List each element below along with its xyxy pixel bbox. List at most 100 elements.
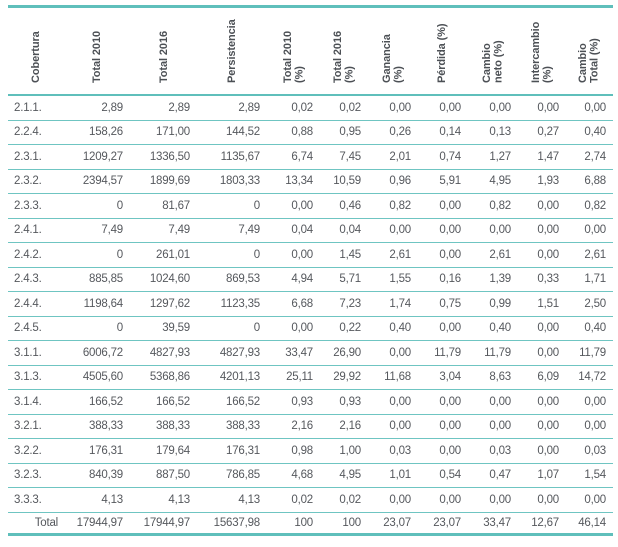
cell-cobertura-id: 3.1.1. (8, 340, 65, 366)
cell-total-2010: 2,89 (65, 95, 131, 121)
cell-ganancia-pct: 0,00 (368, 340, 418, 366)
cell-total-2010-pct: 0,02 (268, 487, 320, 513)
cell-ganancia-pct: 0,96 (368, 169, 418, 194)
cell-total-2010-pct: 33,47 (268, 340, 320, 366)
cell-cambio-neto-pct: 0,00 (468, 414, 518, 439)
cell-total-2010-pct: 13,34 (268, 169, 320, 194)
cell-total-2010: 0 (65, 316, 131, 341)
cell-persistencia: 0 (198, 193, 268, 219)
cell-total-2010: 840,39 (65, 463, 131, 488)
cell-total-2010: 4505,60 (65, 365, 131, 390)
cell-intercambio-pct: 1,07 (518, 463, 566, 488)
table-header: Cobertura Total 2010 Total 2016 Persistenci… (8, 5, 613, 96)
header-row: Cobertura Total 2010 Total 2016 Persistenci… (8, 5, 613, 96)
cell-total-2010-pct: 0,00 (268, 316, 320, 341)
cell-total-2010-pct: 0,00 (268, 193, 320, 219)
cell-total-2016-pct: 7,23 (320, 291, 368, 317)
cell-intercambio-pct: 0,00 (518, 414, 566, 439)
cell-total-2016: 388,33 (131, 414, 198, 439)
cell-cambio-total-pct: 2,61 (566, 242, 613, 268)
cell-intercambio-pct: 1,93 (518, 169, 566, 194)
table-footer: Total 17944,97 17944,97 15637,98 100 100 23,07… (8, 512, 613, 536)
cell-persistencia: 1135,67 (198, 144, 268, 170)
cell-total-2016-pct: 0,02 (320, 95, 368, 121)
cell-perdida-pct: 0,54 (418, 463, 468, 488)
cell-total-2016: 887,50 (131, 463, 198, 488)
cell-cobertura-id: 3.2.2. (8, 438, 65, 464)
cell-cobertura-id: 2.3.3. (8, 193, 65, 219)
cell-intercambio-pct: 0,00 (518, 218, 566, 243)
cell-total-2016-pct: 1,45 (320, 242, 368, 268)
table-row: 2.2.4. 158,26 171,00 144,52 0,88 0,95 0,26 0,14… (8, 120, 613, 145)
cell-total-2016: 1297,62 (131, 291, 198, 317)
cell-intercambio-pct: 0,33 (518, 267, 566, 292)
cell-perdida-pct: 0,00 (418, 316, 468, 341)
cell-total-2010: 1209,27 (65, 144, 131, 170)
cell-persistencia: 0 (198, 316, 268, 341)
cell-total-2016-pct: 4,95 (320, 463, 368, 488)
cell-perdida-pct: 5,91 (418, 169, 468, 194)
column-header-label: Cobertura (29, 31, 42, 83)
cell-persistencia: 786,85 (198, 463, 268, 488)
cell-total-2010: 0 (65, 193, 131, 219)
cell-ganancia-pct: 2,01 (368, 144, 418, 170)
table-row: 3.1.4. 166,52 166,52 166,52 0,93 0,93 0,00 0,00… (8, 389, 613, 415)
cell-persistencia: 1123,35 (198, 291, 268, 317)
cell-ganancia-pct: 0,03 (368, 438, 418, 464)
cell-cobertura-id: 2.3.1. (8, 144, 65, 170)
table-row: 3.2.2. 176,31 179,64 176,31 0,98 1,00 0,03 0,00… (8, 438, 613, 464)
column-header-total-2010-pct: Total 2010 (%) (268, 5, 320, 96)
cell-total-2016: 7,49 (131, 218, 198, 243)
total-intercambio-pct: 12,67 (518, 512, 566, 536)
total-total-2016-pct: 100 (320, 512, 368, 536)
cell-total-2016: 171,00 (131, 120, 198, 145)
cell-total-2010-pct: 2,16 (268, 414, 320, 439)
cell-total-2010: 176,31 (65, 438, 131, 464)
cell-intercambio-pct: 0,00 (518, 95, 566, 121)
column-header-persistencia: Persistencia (198, 5, 268, 96)
cell-cambio-neto-pct: 8,63 (468, 365, 518, 390)
cell-ganancia-pct: 0,00 (368, 389, 418, 415)
table-row: 2.3.2. 2394,57 1899,69 1803,33 13,34 10,59 0,9… (8, 169, 613, 194)
cell-total-2016-pct: 0,95 (320, 120, 368, 145)
cell-cobertura-id: 3.1.3. (8, 365, 65, 390)
cell-perdida-pct: 0,00 (418, 193, 468, 219)
cell-total-2016: 1024,60 (131, 267, 198, 292)
cell-cambio-neto-pct: 0,82 (468, 193, 518, 219)
cell-intercambio-pct: 0,00 (518, 316, 566, 341)
cell-perdida-pct: 0,00 (418, 389, 468, 415)
cell-cambio-neto-pct: 0,47 (468, 463, 518, 488)
cell-intercambio-pct: 0,00 (518, 487, 566, 513)
cell-total-2010: 2394,57 (65, 169, 131, 194)
table-row: 3.1.1. 6006,72 4827,93 4827,93 33,47 26,90 0,0… (8, 340, 613, 366)
cell-intercambio-pct: 0,27 (518, 120, 566, 145)
cell-cambio-total-pct: 0,00 (566, 218, 613, 243)
cell-ganancia-pct: 0,82 (368, 193, 418, 219)
cell-cobertura-id: 2.4.3. (8, 267, 65, 292)
cell-persistencia: 144,52 (198, 120, 268, 145)
cell-cambio-total-pct: 0,03 (566, 438, 613, 464)
cell-perdida-pct: 11,79 (418, 340, 468, 366)
cell-cambio-neto-pct: 4,95 (468, 169, 518, 194)
cell-cambio-neto-pct: 0,00 (468, 487, 518, 513)
cell-cambio-neto-pct: 1,27 (468, 144, 518, 170)
table-row: 2.4.1. 7,49 7,49 7,49 0,04 0,04 0,00 0,00 0,00 0,… (8, 218, 613, 243)
cell-cobertura-id: 2.4.2. (8, 242, 65, 268)
cell-total-2016-pct: 26,90 (320, 340, 368, 366)
cell-persistencia: 4,13 (198, 487, 268, 513)
cell-cambio-neto-pct: 0,00 (468, 218, 518, 243)
column-header-perdida-pct: Pérdida (%) (418, 5, 468, 96)
cell-intercambio-pct: 1,51 (518, 291, 566, 317)
total-row: Total 17944,97 17944,97 15637,98 100 100 23,07… (8, 512, 613, 536)
cell-total-2010: 4,13 (65, 487, 131, 513)
total-cambio-total-pct: 46,14 (566, 512, 613, 536)
cell-cobertura-id: 2.4.1. (8, 218, 65, 243)
cell-total-2010-pct: 6,74 (268, 144, 320, 170)
table-body: 2.1.1. 2,89 2,89 2,89 0,02 0,02 0,00 0,00 0,00 0,… (8, 95, 613, 513)
page: Cobertura Total 2010 Total 2016 Persistenci… (0, 5, 618, 547)
cell-total-2016-pct: 2,16 (320, 414, 368, 439)
cell-ganancia-pct: 0,40 (368, 316, 418, 341)
cell-persistencia: 4201,13 (198, 365, 268, 390)
cell-cambio-total-pct: 0,00 (566, 414, 613, 439)
cell-total-2010-pct: 0,98 (268, 438, 320, 464)
